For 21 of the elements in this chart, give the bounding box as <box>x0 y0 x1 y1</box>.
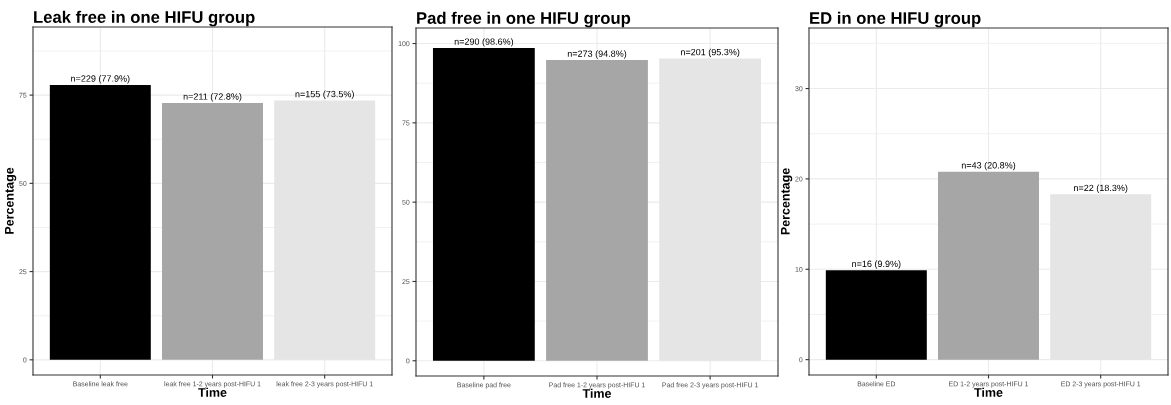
bar <box>49 84 151 360</box>
y-axis-title: Percentage <box>5 167 17 234</box>
data-label: n=155 (73.5%) <box>295 90 354 100</box>
data-label: n=211 (72.8%) <box>183 93 242 102</box>
data-label: n=43 (20.8%) <box>961 161 1016 171</box>
x-axis-title: Time <box>974 387 1003 397</box>
data-label: n=290 (98.6%) <box>454 38 514 47</box>
x-axis-title: Time <box>582 388 612 398</box>
bar <box>162 102 263 360</box>
data-label: n=201 (95.3%) <box>680 48 740 58</box>
data-label: n=273 (94.8%) <box>567 50 627 59</box>
data-label: n=229 (77.9%) <box>71 75 130 84</box>
x-axis-title: Time <box>198 387 227 397</box>
y-axis-title: Percentage <box>781 168 793 235</box>
data-label: n=16 (9.9%) <box>852 260 901 269</box>
chart-title: Leak free in one HIFU group <box>34 10 255 27</box>
data-label: n=22 (18.3%) <box>1074 184 1128 193</box>
bar <box>825 270 927 360</box>
bar <box>938 171 1039 360</box>
chart-title: ED in one HIFU group <box>810 11 981 28</box>
chart-title: Pad free in one HIFU group <box>417 11 631 28</box>
